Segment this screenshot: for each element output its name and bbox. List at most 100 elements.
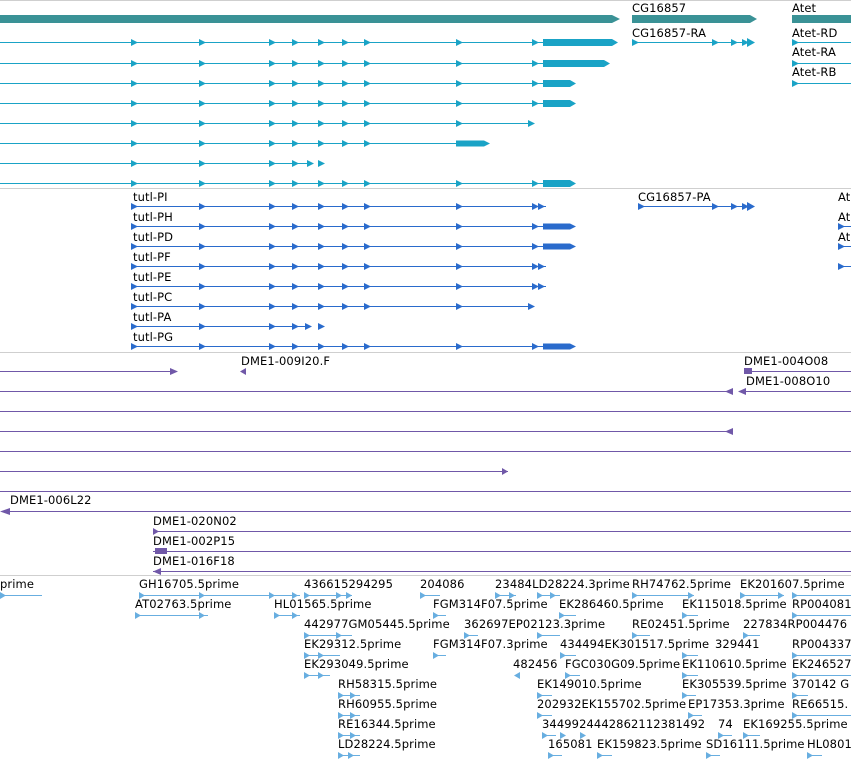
- est-label[interactable]: SD16111.5prime: [706, 737, 805, 751]
- est-label[interactable]: 329441: [715, 637, 760, 651]
- est-label[interactable]: EK169255.5prime: [743, 717, 848, 731]
- forward-arrow-icon: [131, 160, 138, 167]
- clone-label[interactable]: DME1-006L22: [10, 493, 92, 507]
- cds-label[interactable]: tutl-PE: [133, 270, 172, 284]
- est-label[interactable]: 165081: [548, 737, 593, 751]
- clone-label[interactable]: DME1-016F18: [153, 554, 235, 568]
- cds-label[interactable]: At: [838, 210, 851, 224]
- est-label[interactable]: prime: [0, 577, 35, 591]
- est-label[interactable]: FGC030G09.5prime: [565, 657, 681, 671]
- est-label[interactable]: AT02763.5prime: [135, 597, 232, 611]
- est-label[interactable]: 370142 G: [792, 677, 850, 691]
- cds-label[interactable]: tutl-PA: [133, 310, 172, 324]
- cds-label[interactable]: tutl-PF: [133, 250, 171, 264]
- forward-arrow-icon: [342, 80, 349, 87]
- forward-arrow-icon: [464, 632, 470, 639]
- est-label[interactable]: RE66515.: [792, 697, 849, 711]
- transcript-label[interactable]: Atet-RA: [792, 45, 836, 59]
- clone-label[interactable]: DME1-004O08: [744, 354, 829, 368]
- forward-arrow-icon: [292, 180, 299, 187]
- forward-arrow-icon: [199, 283, 206, 290]
- gene-label[interactable]: CG16857: [632, 1, 687, 15]
- est-label[interactable]: 362697EP02123.3prime: [464, 617, 606, 631]
- est-label[interactable]: EK29312.5prime: [304, 637, 402, 651]
- est-label[interactable]: LD28224.5prime: [338, 737, 436, 751]
- est-label[interactable]: FGM314F07.3prime: [433, 637, 548, 651]
- clone-label[interactable]: DME1-002P15: [153, 534, 236, 548]
- forward-arrow-icon: [838, 223, 845, 230]
- forward-arrow-icon: [456, 100, 463, 107]
- est-label[interactable]: RH58315.5prime: [338, 677, 438, 691]
- est-label[interactable]: EK293049.5prime: [304, 657, 409, 671]
- forward-arrow-icon: [336, 632, 342, 639]
- est-label[interactable]: 3449924442862112381492: [542, 717, 706, 731]
- est-label[interactable]: EK149010.5prime: [537, 677, 642, 691]
- forward-arrow-icon: [318, 39, 325, 46]
- clone-end-marker: [744, 368, 752, 374]
- est-label[interactable]: 204086: [420, 577, 465, 591]
- clone-label[interactable]: DME1-008O10: [746, 374, 831, 388]
- est-label[interactable]: HL01565.5prime: [274, 597, 372, 611]
- cds-label[interactable]: At: [838, 190, 851, 204]
- forward-arrow-icon: [131, 303, 138, 310]
- est-label[interactable]: RH74762.5prime: [632, 577, 732, 591]
- cds-label[interactable]: tutl-PI: [133, 190, 168, 204]
- est-label[interactable]: 74: [718, 717, 733, 731]
- est-label[interactable]: 434494EK301517.5prime: [560, 637, 710, 651]
- forward-arrow-icon: [131, 223, 138, 230]
- cds-label[interactable]: At: [838, 230, 851, 244]
- cds-label[interactable]: tutl-PH: [133, 210, 173, 224]
- forward-arrow-icon: [632, 592, 638, 599]
- transcript-label[interactable]: Atet-RB: [792, 65, 837, 79]
- est-label[interactable]: EK286460.5prime: [559, 597, 664, 611]
- cds-label[interactable]: CG16857-PA: [638, 190, 711, 204]
- est-label[interactable]: 227834RP004476: [743, 617, 848, 631]
- est-label[interactable]: EK115018.5prime: [682, 597, 787, 611]
- est-label[interactable]: RH60955.5prime: [338, 697, 438, 711]
- cds-label[interactable]: tutl-PC: [133, 290, 173, 304]
- est-label[interactable]: 202932EK155702.5prime: [537, 697, 687, 711]
- est-label[interactable]: EK110610.5prime: [682, 657, 787, 671]
- clone-label[interactable]: DME1-009I20.F: [241, 354, 331, 368]
- forward-arrow-icon: [350, 692, 356, 699]
- est-label[interactable]: FGM314F07.5prime: [433, 597, 548, 611]
- forward-arrow-icon: [342, 263, 349, 270]
- est-label[interactable]: EK201607.5prime: [740, 577, 845, 591]
- forward-arrow-icon: [537, 632, 543, 639]
- est-label[interactable]: RP004081: [792, 597, 851, 611]
- est-label[interactable]: 482456: [513, 657, 558, 671]
- forward-arrow-icon: [807, 752, 813, 759]
- forward-arrow-icon: [318, 100, 325, 107]
- track-separator: [0, 0, 851, 1]
- transcript-label[interactable]: Atet-RD: [792, 26, 838, 40]
- est-label[interactable]: 23484LD28224.3prime: [495, 577, 630, 591]
- gene-bar: [792, 15, 851, 23]
- est-label[interactable]: 436615294295: [304, 577, 393, 591]
- forward-arrow-icon: [342, 140, 349, 147]
- est-label[interactable]: RP004337: [792, 637, 851, 651]
- clone-label[interactable]: DME1-020N02: [153, 514, 237, 528]
- cds-label[interactable]: tutl-PD: [133, 230, 174, 244]
- forward-arrow-icon: [364, 100, 371, 107]
- forward-arrow-icon: [170, 368, 178, 375]
- est-label[interactable]: EK159823.5prime: [597, 737, 702, 751]
- est-label[interactable]: HL0801: [807, 737, 851, 751]
- forward-arrow-icon: [550, 592, 556, 599]
- est-label[interactable]: RE16344.5prime: [338, 717, 436, 731]
- forward-arrow-icon: [318, 180, 325, 187]
- forward-arrow-icon: [199, 343, 206, 350]
- est-label[interactable]: RE02451.5prime: [632, 617, 730, 631]
- est-label[interactable]: EK246527: [792, 657, 851, 671]
- cds-label[interactable]: tutl-PG: [133, 330, 174, 344]
- est-label[interactable]: GH16705.5prime: [139, 577, 240, 591]
- est-label[interactable]: EK305539.5prime: [682, 677, 787, 691]
- forward-arrow-icon: [199, 180, 206, 187]
- est-label[interactable]: 442977GM05445.5prime: [304, 617, 450, 631]
- transcript-label[interactable]: CG16857-RA: [632, 26, 707, 40]
- est-label[interactable]: EP17353.3prime: [688, 697, 785, 711]
- gene-label[interactable]: Atet: [792, 1, 817, 15]
- forward-arrow-icon: [612, 15, 620, 23]
- forward-arrow-icon: [292, 612, 298, 619]
